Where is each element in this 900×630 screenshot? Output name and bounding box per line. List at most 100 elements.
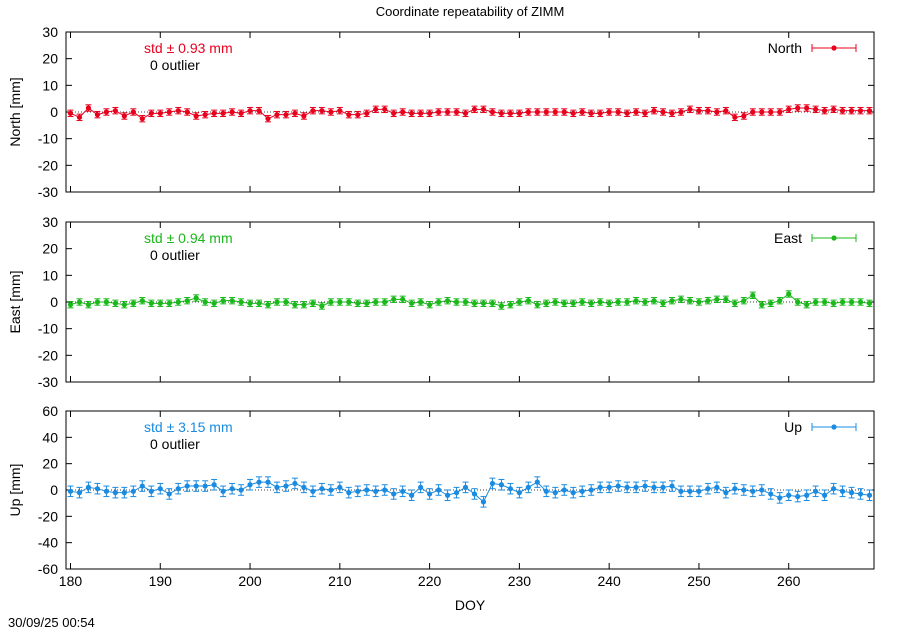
- data-point: [211, 482, 217, 488]
- data-point: [759, 109, 765, 115]
- data-point: [346, 299, 352, 305]
- data-point: [633, 484, 639, 490]
- legend-marker: [831, 235, 837, 241]
- data-point: [265, 302, 271, 308]
- data-point: [804, 492, 810, 498]
- data-point: [310, 488, 316, 494]
- data-point: [642, 110, 648, 116]
- data-point: [166, 300, 172, 306]
- data-point: [256, 479, 262, 485]
- data-point: [822, 299, 828, 305]
- series-line: [70, 107, 870, 120]
- data-point: [444, 492, 451, 498]
- data-point: [687, 488, 693, 494]
- y-tick-label: 0: [50, 104, 58, 120]
- y-tick-label: 10: [42, 77, 58, 93]
- data-point: [112, 300, 118, 306]
- data-point: [292, 110, 298, 116]
- y-tick-label: 40: [42, 429, 58, 445]
- data-point: [624, 484, 630, 490]
- data-point: [310, 300, 316, 306]
- data-point: [103, 109, 109, 115]
- data-point: [525, 109, 531, 115]
- data-point: [552, 490, 558, 496]
- data-point: [606, 109, 612, 115]
- data-point: [202, 299, 208, 305]
- data-point: [382, 487, 388, 493]
- data-point: [229, 486, 235, 492]
- data-point: [866, 492, 873, 498]
- data-point: [813, 106, 819, 112]
- data-point: [301, 484, 307, 490]
- data-point: [202, 483, 208, 489]
- data-point: [507, 302, 513, 308]
- data-point: [759, 487, 765, 493]
- data-point: [660, 109, 666, 115]
- series-line: [70, 481, 870, 503]
- data-point: [373, 488, 379, 494]
- data-point: [373, 106, 379, 112]
- data-point: [139, 116, 145, 122]
- data-point: [85, 302, 92, 308]
- data-point: [786, 291, 792, 297]
- data-point: [615, 109, 621, 115]
- data-point: [543, 488, 549, 494]
- data-point: [76, 299, 83, 305]
- data-point: [166, 109, 172, 115]
- data-point: [328, 299, 334, 305]
- y-tick-label: 0: [50, 482, 58, 498]
- data-point: [103, 299, 109, 305]
- data-point: [759, 302, 765, 308]
- data-point: [651, 298, 657, 304]
- data-point: [831, 106, 837, 112]
- data-point: [615, 299, 621, 305]
- data-point: [660, 300, 666, 306]
- data-point: [597, 484, 603, 490]
- data-point: [857, 108, 864, 114]
- data-point: [678, 109, 684, 115]
- data-point: [768, 109, 774, 115]
- data-point: [462, 484, 469, 490]
- data-point: [795, 493, 801, 500]
- data-point: [848, 490, 855, 496]
- data-point: [175, 299, 181, 305]
- data-point: [678, 296, 684, 302]
- data-point: [552, 109, 558, 115]
- data-point: [480, 499, 487, 505]
- y-tick-label: 30: [42, 214, 58, 230]
- data-point: [714, 296, 720, 302]
- y-tick-label: -60: [38, 561, 58, 577]
- data-point: [274, 299, 280, 305]
- data-point: [777, 298, 783, 304]
- data-point: [211, 300, 217, 306]
- series-line: [70, 293, 870, 307]
- data-point: [561, 300, 567, 306]
- data-point: [453, 109, 460, 115]
- data-point: [624, 299, 630, 305]
- data-point: [705, 486, 711, 492]
- data-point: [570, 300, 576, 306]
- x-tick-label: 220: [418, 573, 442, 589]
- data-point: [534, 302, 540, 308]
- data-point: [85, 484, 92, 490]
- y-axis-label: Up [mm]: [7, 464, 23, 517]
- data-point: [256, 300, 262, 306]
- data-point: [570, 110, 576, 116]
- data-point: [220, 488, 226, 494]
- data-point: [696, 108, 702, 114]
- data-point: [202, 112, 208, 118]
- data-point: [112, 490, 118, 496]
- y-tick-label: 10: [42, 267, 58, 283]
- data-point: [310, 108, 316, 114]
- data-point: [822, 492, 828, 498]
- data-point: [130, 300, 136, 306]
- data-point: [328, 487, 334, 493]
- data-point: [543, 300, 549, 306]
- data-point: [857, 491, 864, 497]
- data-point: [705, 298, 711, 304]
- data-point: [76, 114, 83, 120]
- data-point: [696, 299, 702, 305]
- data-point: [391, 110, 397, 116]
- panel-east: 30 20 10 0 -10 -20 -30 East [mm] std ± 0.94 mm0 …: [7, 214, 875, 390]
- data-point: [103, 488, 109, 494]
